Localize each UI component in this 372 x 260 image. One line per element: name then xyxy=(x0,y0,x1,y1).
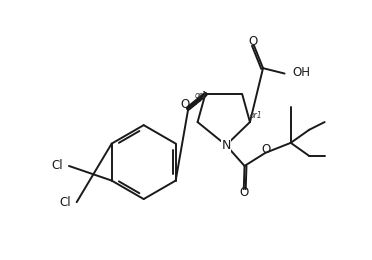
Text: O: O xyxy=(248,35,258,48)
Text: or1: or1 xyxy=(195,90,208,100)
Text: OH: OH xyxy=(292,66,310,79)
Text: or1: or1 xyxy=(250,110,262,120)
Text: Cl: Cl xyxy=(51,159,63,172)
Text: O: O xyxy=(239,186,248,199)
Text: Cl: Cl xyxy=(59,196,71,209)
Text: O: O xyxy=(181,98,190,111)
Text: N: N xyxy=(221,139,231,152)
Text: O: O xyxy=(262,142,271,155)
